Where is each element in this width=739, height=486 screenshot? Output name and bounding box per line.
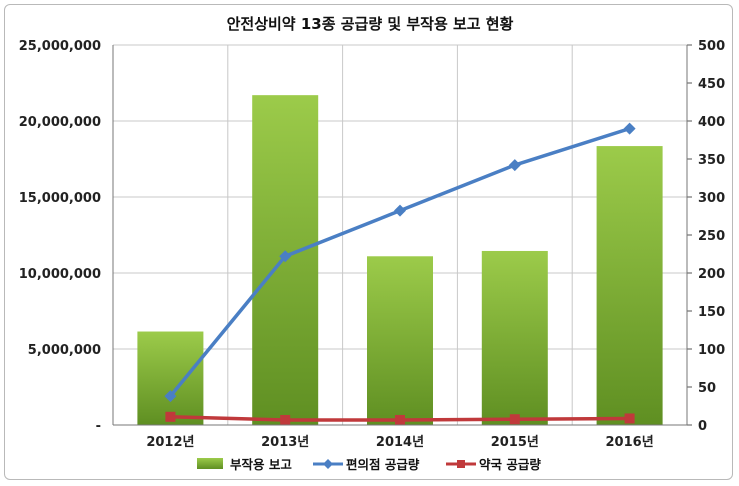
x-tick-label: 2012년 — [146, 435, 194, 450]
bars — [137, 95, 663, 425]
line-marker-square — [280, 414, 291, 425]
x-tick-label: 2015년 — [491, 435, 539, 450]
legend-label: 약국 공급량 — [479, 457, 541, 472]
line-marker-diamond — [394, 204, 406, 217]
y-left-tick-label: - — [96, 419, 101, 434]
x-tick-label: 2016년 — [606, 435, 654, 450]
bar — [367, 256, 433, 425]
y-right-tick-label: 50 — [698, 381, 716, 396]
x-tick-label: 2013년 — [261, 435, 309, 450]
axes: - 5,000,000 10,000,000 15,000,000 20,000,000… — [19, 39, 725, 450]
bar — [481, 250, 548, 425]
legend-marker-square — [457, 460, 465, 468]
y-right-tick-label: 100 — [698, 343, 725, 358]
y-right-tick-label: 150 — [698, 305, 725, 320]
y-left-tick-label: 5,000,000 — [28, 343, 101, 358]
y-left-tick-label: 15,000,000 — [19, 191, 101, 206]
line-marker-diamond — [508, 159, 521, 172]
y-right-tick-label: 450 — [698, 77, 725, 92]
line-marker-square — [165, 411, 176, 422]
y-left-tick-label: 25,000,000 — [19, 39, 101, 54]
bar — [596, 146, 663, 425]
y-right-tick-label: 200 — [698, 267, 725, 282]
line-marker-square — [509, 414, 520, 425]
legend: 부작용 보고 편의점 공급량 약국 공급량 — [197, 457, 541, 472]
y-right-tick-label: 350 — [698, 153, 725, 168]
legend-label: 편의점 공급량 — [346, 457, 420, 472]
y-right-tick-label: 400 — [698, 115, 725, 130]
y-right-tick-label: 300 — [698, 191, 725, 206]
x-tick-label: 2014년 — [376, 435, 424, 450]
y-right-tick-label: 500 — [698, 39, 725, 54]
line-marker-square — [624, 413, 635, 424]
legend-marker-diamond — [323, 459, 333, 469]
bar — [137, 331, 204, 425]
legend-swatch-bar — [197, 458, 223, 469]
line-marker-diamond — [623, 122, 636, 135]
line-marker-square — [395, 414, 405, 425]
legend-label: 부작용 보고 — [230, 457, 292, 472]
line-marker-diamond — [279, 250, 292, 263]
line-marker-diamond — [164, 390, 177, 403]
y-right-tick-label: 0 — [698, 419, 707, 434]
y-right-tick-label: 250 — [698, 229, 725, 244]
y-left-tick-label: 20,000,000 — [19, 115, 101, 130]
chart-title: 안전상비약 13종 공급량 및 부작용 보고 현황 — [227, 15, 514, 33]
lines — [164, 122, 636, 425]
y-left-tick-label: 10,000,000 — [19, 267, 101, 282]
